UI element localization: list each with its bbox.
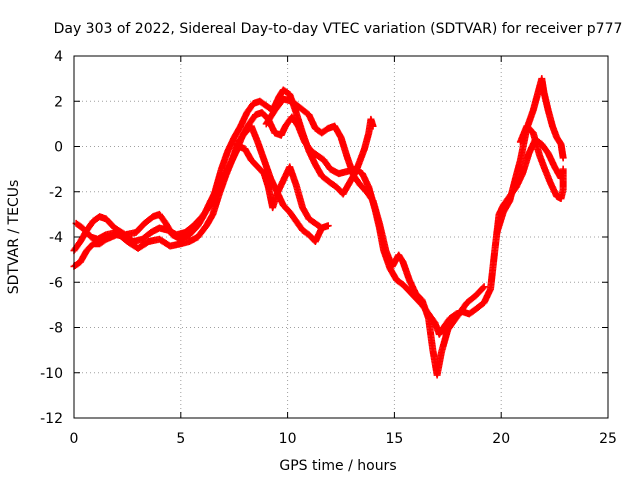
chart-title: Day 303 of 2022, Sidereal Day-to-day VTE… xyxy=(54,21,623,37)
data-point xyxy=(559,165,567,173)
x-tick-label: 20 xyxy=(492,431,510,447)
data-point xyxy=(559,154,567,162)
x-tick-label: 10 xyxy=(279,431,297,447)
x-axis-label: GPS time / hours xyxy=(279,458,396,474)
x-tick-label: 0 xyxy=(70,431,79,447)
grid xyxy=(74,56,608,418)
y-tick-label: -8 xyxy=(49,321,63,337)
y-tick-label: -12 xyxy=(40,411,63,427)
plot-area xyxy=(70,75,567,379)
y-tick-label: -2 xyxy=(49,185,63,201)
x-tick-label: 25 xyxy=(599,431,617,447)
data-point xyxy=(324,222,332,230)
y-tick-label: -6 xyxy=(49,275,63,291)
data-point xyxy=(369,122,377,130)
y-tick-label: -4 xyxy=(49,230,63,246)
series-trace-d xyxy=(228,143,332,232)
series-trace-e xyxy=(262,95,488,379)
x-tick-label: 15 xyxy=(385,431,403,447)
data-point xyxy=(479,284,487,292)
y-tick-label: -10 xyxy=(40,366,63,382)
series-trace-g xyxy=(516,122,567,203)
series-trace-f xyxy=(493,75,567,236)
y-axis-label: SDTVAR / TECUs xyxy=(6,180,22,295)
y-tick-label: 0 xyxy=(54,140,63,156)
y-tick-label: 4 xyxy=(54,49,63,65)
data-point xyxy=(480,283,488,291)
y-tick-label: 2 xyxy=(54,94,63,110)
series-trace-b xyxy=(70,86,377,270)
x-tick-label: 5 xyxy=(176,431,185,447)
